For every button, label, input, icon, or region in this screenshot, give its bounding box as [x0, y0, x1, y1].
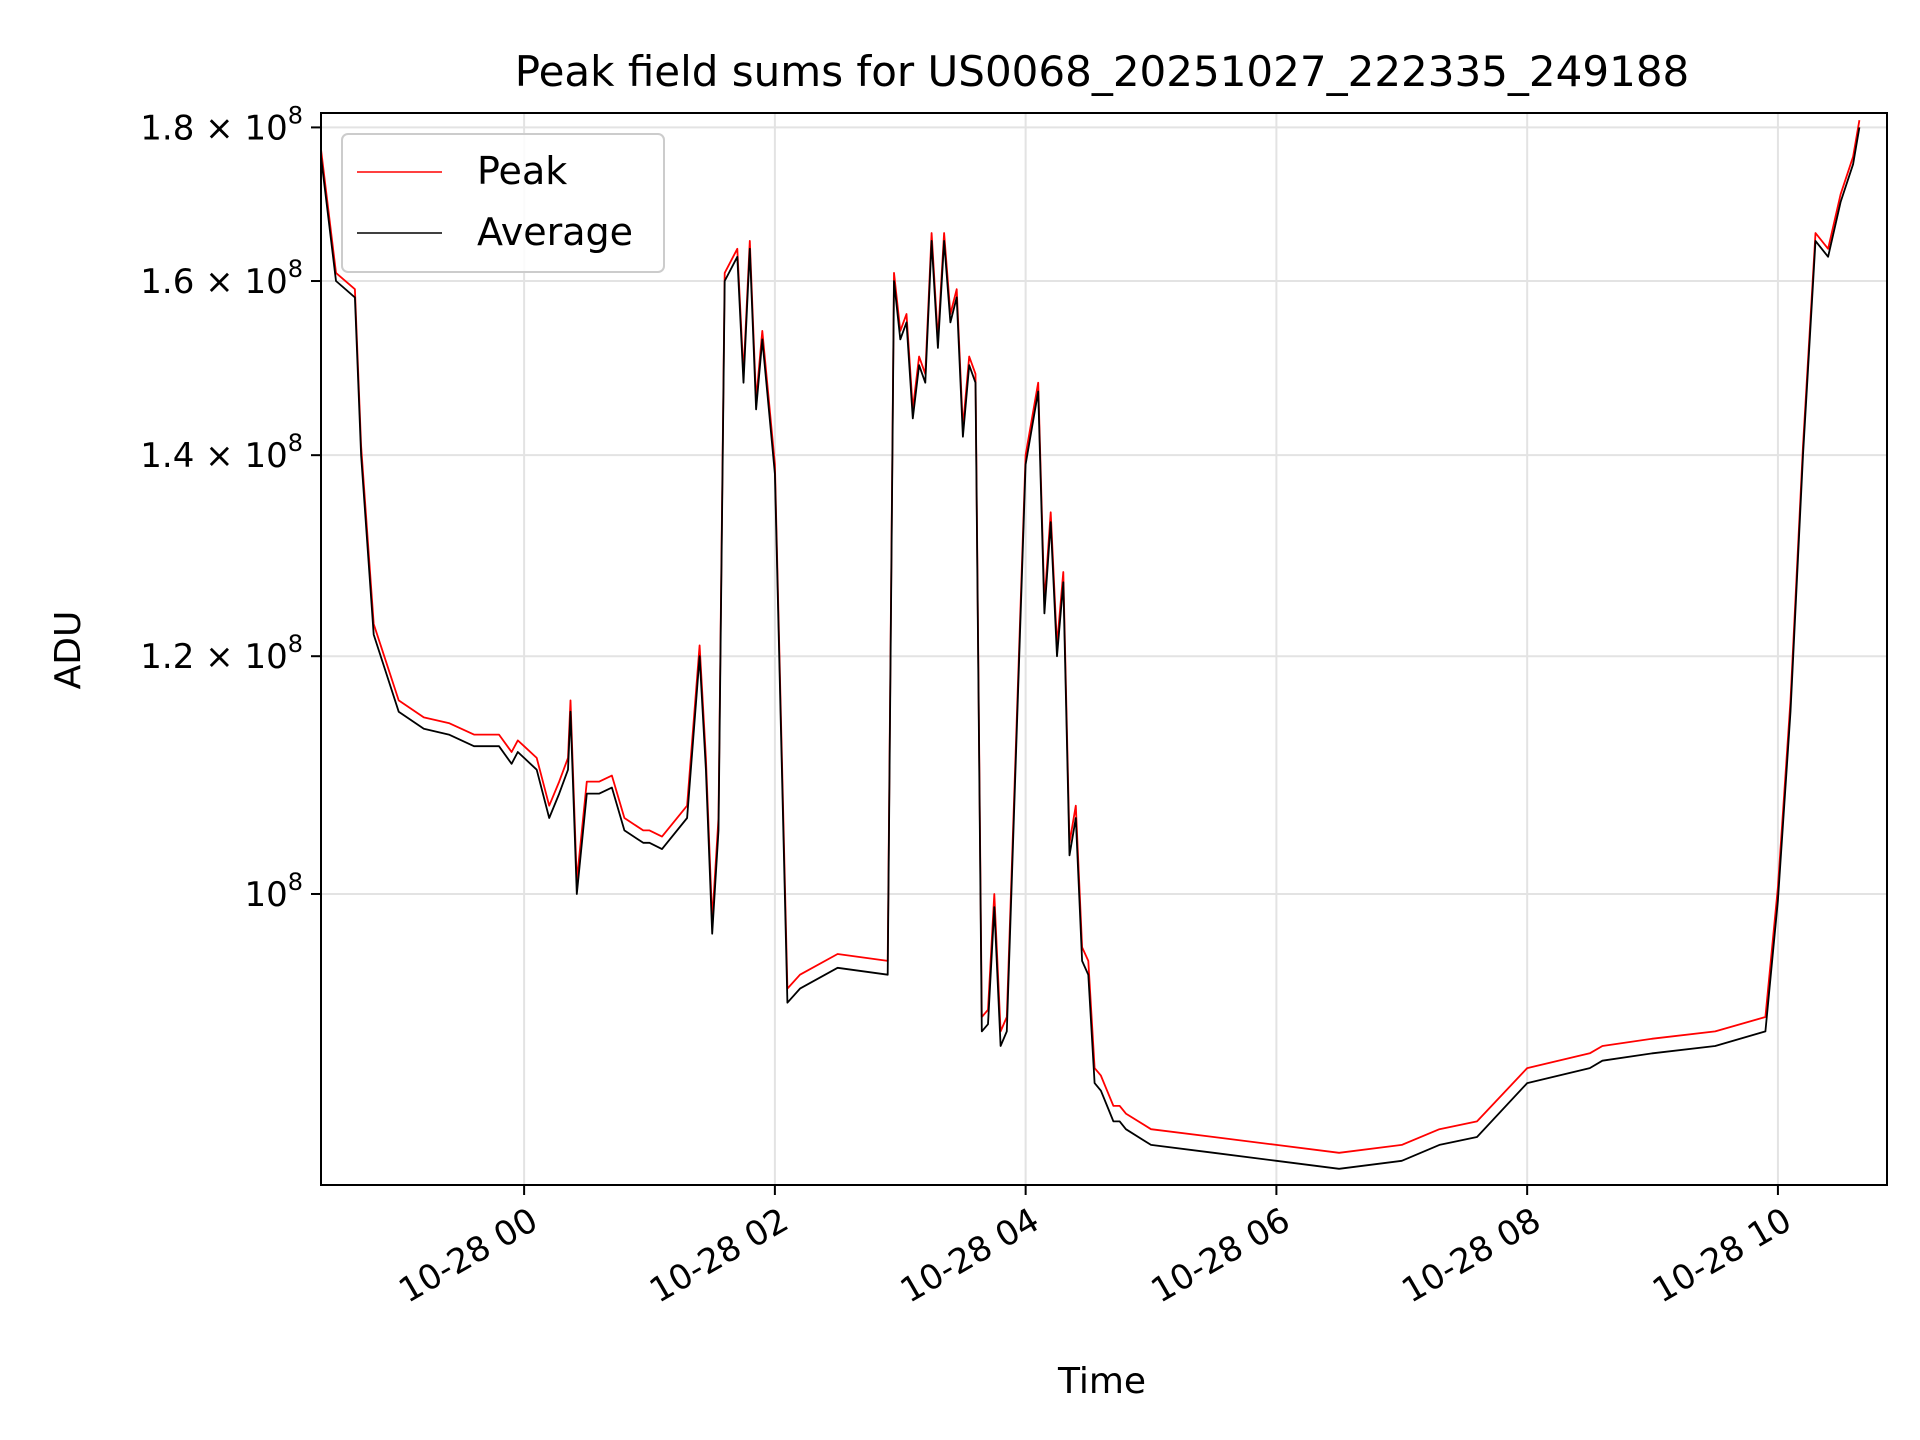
- y-tick-base: 10: [244, 262, 287, 302]
- y-tick-label: 1.2 × 108: [140, 630, 303, 677]
- y-tick-mantissa: 1.2: [140, 637, 194, 677]
- y-axis-label: ADU: [48, 611, 89, 690]
- series-area: [320, 120, 1861, 1170]
- y-tick-exponent: 8: [288, 630, 303, 658]
- y-tick-times: ×: [194, 108, 244, 148]
- y-tick-label: 1.8 × 108: [140, 101, 303, 148]
- x-axis-label: Time: [1057, 1361, 1146, 1402]
- grid: [321, 113, 1887, 1185]
- y-tick-exponent: 8: [288, 868, 303, 896]
- legend-label-average: Average: [477, 210, 633, 254]
- legend: Peak Average: [341, 133, 665, 273]
- y-tick-base: 10: [244, 436, 287, 476]
- plot-frame: [320, 112, 1888, 1186]
- y-tick-label: 108: [244, 868, 303, 915]
- y-tick-times: ×: [194, 262, 244, 302]
- y-tick-mantissa: 1.6: [140, 262, 194, 302]
- y-tick-times: ×: [194, 637, 244, 677]
- chart-title: Peak field sums for US0068_20251027_2223…: [515, 47, 1690, 96]
- legend-label-peak: Peak: [477, 149, 567, 193]
- y-tick-label: 1.4 × 108: [140, 429, 303, 476]
- y-tick-exponent: 8: [288, 255, 303, 283]
- y-tick-mantissa: 1.4: [140, 436, 194, 476]
- y-tick-base: 10: [244, 637, 287, 677]
- y-tick-mantissa: 1.8: [140, 108, 194, 148]
- y-tick-times: ×: [194, 436, 244, 476]
- y-tick-base: 10: [244, 108, 287, 148]
- y-tick-label: 1.6 × 108: [140, 255, 303, 302]
- y-tick-exponent: 8: [288, 101, 303, 129]
- series-line-average: [320, 127, 1861, 1170]
- legend-box: [341, 133, 665, 273]
- y-tick-base: 10: [244, 875, 287, 915]
- y-tick-exponent: 8: [288, 429, 303, 457]
